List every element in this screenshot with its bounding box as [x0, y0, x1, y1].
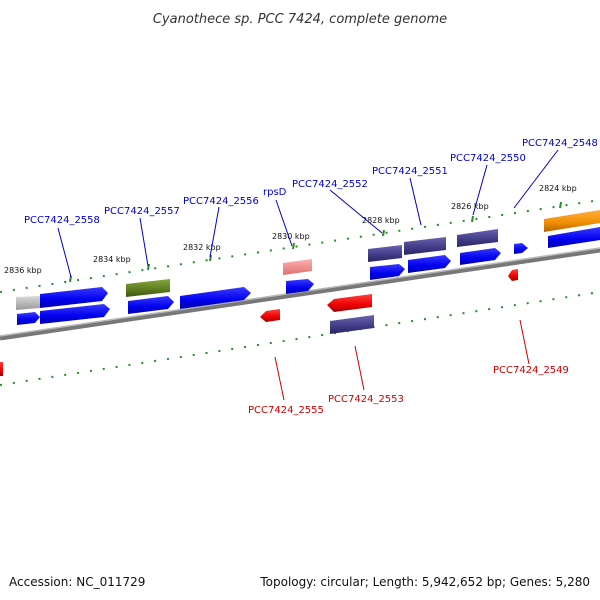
gene-label[interactable]: PCC7424_2553: [328, 394, 404, 405]
forward-gene-arrow: [514, 243, 528, 254]
gene-label[interactable]: PCC7424_2550: [450, 153, 526, 164]
gene-label[interactable]: rpsD: [263, 187, 287, 198]
reverse-label-leaders: [274, 319, 530, 401]
purple-feature-block: [330, 315, 374, 334]
purple-feature-block: [368, 245, 402, 262]
reverse-gene-arrow: [508, 269, 518, 281]
green-feature-block: [126, 279, 170, 297]
gene-label[interactable]: PCC7424_2558: [24, 215, 100, 226]
gray-feature-block: [16, 296, 40, 310]
scale-label-2836: 2836 kbp: [4, 266, 42, 275]
gene-label[interactable]: PCC7424_2551: [372, 166, 448, 177]
pink-feature-block: [283, 259, 312, 275]
scale-label-2826: 2826 kbp: [451, 202, 489, 211]
forward-label-leaders: [57, 149, 559, 278]
forward-gene-arrow: [286, 279, 314, 294]
scale-label-2828: 2828 kbp: [362, 216, 400, 225]
gene-label[interactable]: PCC7424_2557: [104, 206, 180, 217]
red-fragment: [0, 362, 3, 376]
gene-label[interactable]: PCC7424_2555: [248, 405, 324, 416]
forward-gene-arrow: [40, 304, 110, 324]
reverse-gene-arrow: [260, 309, 280, 322]
scale-label-2824: 2824 kbp: [539, 184, 577, 193]
map-title: Cyanothece sp. PCC 7424, complete genome: [153, 12, 447, 27]
forward-gene-arrow: [17, 312, 40, 325]
gene-label[interactable]: PCC7424_2549: [493, 365, 569, 376]
genome-summary-text: Topology: circular; Length: 5,942,652 bp…: [259, 575, 590, 589]
forward-gene-arrow: [460, 248, 501, 265]
gene-label[interactable]: PCC7424_2556: [183, 196, 259, 207]
purple-feature-block: [404, 237, 446, 255]
accession-text: Accession: NC_011729: [9, 575, 145, 589]
orange-feature-block: [544, 210, 600, 232]
forward-gene-arrow: [548, 227, 600, 248]
purple-feature-block: [457, 229, 498, 247]
scale-label-2832: 2832 kbp: [183, 243, 221, 252]
scale-label-2834: 2834 kbp: [93, 255, 131, 264]
gene-label[interactable]: PCC7424_2552: [292, 179, 368, 190]
forward-gene-arrow: [128, 296, 174, 314]
forward-gene-arrow: [40, 287, 108, 308]
forward-gene-arrow: [370, 264, 405, 280]
scale-label-2830: 2830 kbp: [272, 232, 310, 241]
reverse-gene-arrow: [327, 294, 372, 312]
major-tick: [69, 201, 562, 283]
gene-label[interactable]: PCC7424_2548: [522, 138, 598, 149]
forward-gene-arrow: [408, 255, 451, 273]
forward-gene-arrow: [180, 287, 251, 309]
